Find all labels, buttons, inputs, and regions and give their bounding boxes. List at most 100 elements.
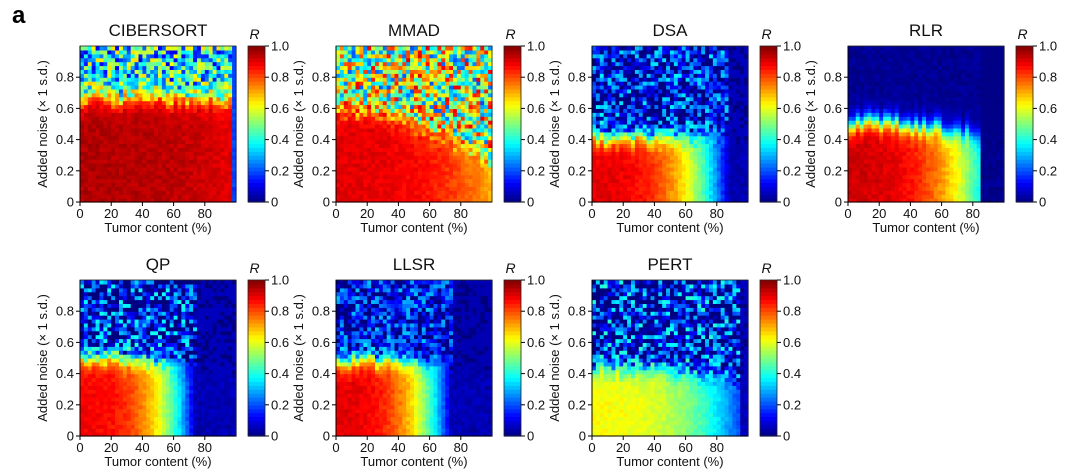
heatmap-cell (631, 182, 636, 187)
heatmap-cell (662, 131, 667, 137)
heatmap-cell (468, 46, 474, 51)
heatmap-cell (445, 182, 450, 187)
heatmap-cell (208, 166, 214, 172)
heatmap-cell (592, 65, 597, 70)
heatmap-cell (142, 73, 147, 78)
heatmap-cell (165, 57, 171, 63)
heatmap-cell (736, 85, 741, 90)
heatmap-cell (216, 57, 221, 63)
heatmap-cell (472, 163, 477, 168)
heatmap-cell (720, 53, 726, 59)
heatmap-cell (122, 81, 128, 86)
heatmap-cell (709, 163, 714, 168)
heatmap-cell (173, 124, 179, 129)
heatmap-cell (744, 96, 749, 102)
heatmap-cell (599, 88, 605, 94)
heatmap-cell (146, 124, 151, 129)
heatmap-cell (445, 147, 450, 152)
heatmap-cell (173, 127, 179, 133)
heatmap-cell (130, 112, 136, 117)
heatmap-cell (592, 57, 597, 63)
heatmap-cell (204, 131, 210, 137)
heatmap-cell (607, 190, 613, 195)
heatmap-cell (386, 127, 392, 133)
heatmap-cell (689, 182, 694, 187)
heatmap-cell (619, 53, 624, 59)
heatmap-cell (720, 73, 726, 78)
heatmap-cell (83, 53, 89, 59)
heatmap-cell (658, 159, 663, 164)
heatmap-cell (386, 46, 392, 51)
heatmap-cell (732, 100, 737, 106)
heatmap-cell (212, 120, 218, 125)
heatmap-cell (484, 65, 489, 70)
heatmap-cell (441, 77, 446, 82)
heatmap-cell (429, 57, 435, 63)
heatmap-cell (437, 182, 442, 187)
heatmap-cell (185, 166, 190, 172)
heatmap-cell (224, 88, 229, 94)
heatmap-cell (595, 112, 601, 117)
heatmap-cell (363, 46, 368, 51)
heatmap-cell (666, 155, 671, 160)
heatmap-cell (410, 198, 415, 203)
heatmap-cell (193, 49, 198, 55)
heatmap-cell (414, 69, 419, 74)
heatmap-cell (181, 69, 186, 74)
heatmap-cell (212, 100, 218, 106)
heatmap-cell (351, 104, 357, 109)
heatmap-cell (200, 85, 206, 90)
heatmap-cell (724, 96, 730, 102)
heatmap-cell (146, 139, 151, 145)
heatmap-cell (654, 127, 659, 133)
heatmap-cell (119, 81, 124, 86)
heatmap-cell (204, 143, 210, 148)
heatmap-cell (658, 178, 663, 184)
heatmap-cell (689, 104, 694, 109)
heatmap-cell (220, 127, 225, 133)
heatmap-cell (150, 46, 155, 51)
heatmap-cell (716, 77, 722, 82)
heatmap-cell (119, 92, 124, 98)
heatmap-cell (421, 151, 427, 156)
heatmap-cell (472, 124, 477, 129)
heatmap-cell (453, 77, 458, 82)
heatmap-cell (107, 116, 112, 121)
heatmap-cell (631, 159, 636, 164)
heatmap-cell (355, 147, 360, 152)
heatmap-cell (367, 81, 372, 86)
heatmap-cell (697, 135, 702, 141)
heatmap-cell (173, 120, 179, 125)
heatmap-cell (615, 73, 620, 78)
heatmap-cell (662, 139, 667, 145)
heatmap-cell (197, 170, 202, 176)
heatmap-cell (592, 131, 597, 137)
heatmap-cell (130, 155, 136, 160)
heatmap-cell (382, 174, 388, 180)
heatmap-cell (480, 131, 485, 137)
heatmap-cell (99, 77, 104, 82)
heatmap-cell (654, 159, 659, 164)
heatmap-cell (673, 57, 679, 63)
heatmap-cell (654, 139, 659, 145)
heatmap-cell (642, 182, 648, 187)
heatmap-cell (130, 139, 136, 145)
heatmap-cell (417, 194, 423, 199)
heatmap-cell (402, 139, 407, 145)
heatmap-cell (681, 124, 687, 129)
heatmap-cell (433, 163, 438, 168)
heatmap-cell (693, 73, 698, 78)
heatmap-cell (200, 120, 206, 125)
heatmap-cell (99, 116, 104, 121)
heatmap-cell (488, 120, 493, 125)
heatmap-cell (681, 96, 687, 102)
heatmap-cell (173, 61, 179, 67)
heatmap-cell (130, 96, 136, 102)
heatmap-cell (642, 61, 648, 67)
x-tick-label: 80 (710, 206, 724, 221)
heatmap-cell (421, 135, 427, 141)
heatmap-cell (91, 88, 97, 94)
heatmap-cell (212, 73, 218, 78)
heatmap-cell (355, 49, 360, 55)
heatmap-cell (460, 190, 466, 195)
